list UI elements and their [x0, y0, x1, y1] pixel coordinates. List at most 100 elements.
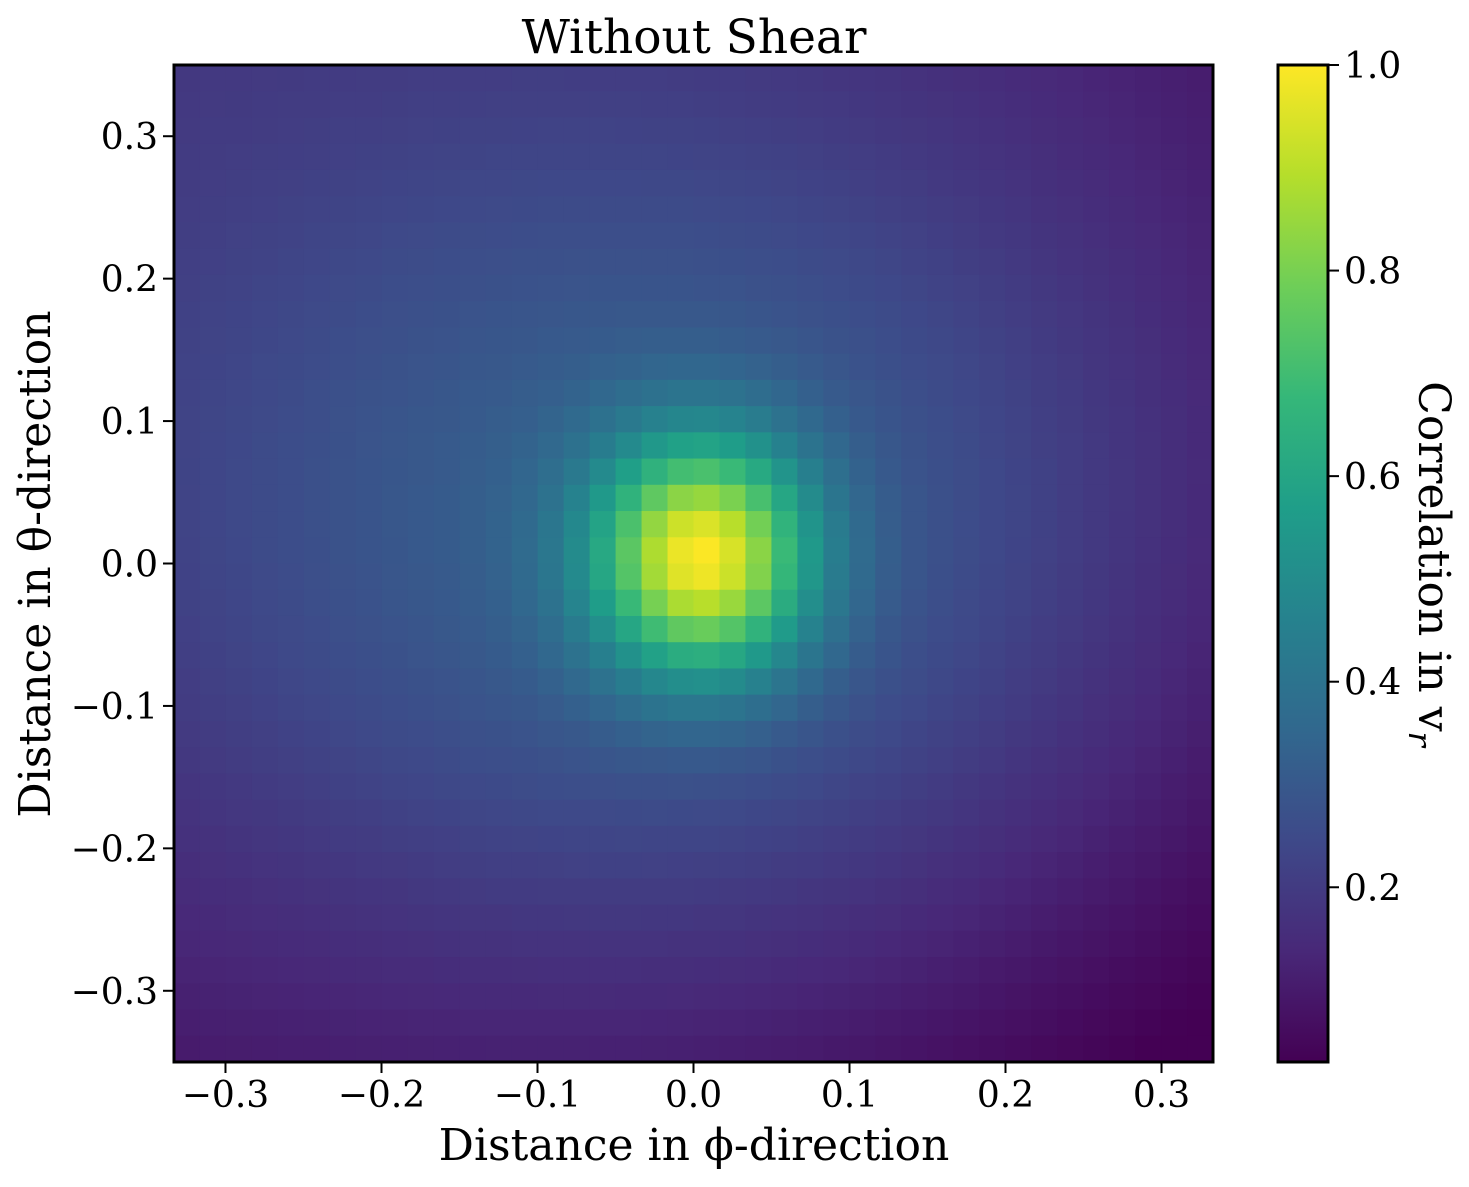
heatmap-cell	[303, 65, 331, 92]
heatmap-cell	[1057, 327, 1084, 355]
heatmap-cell	[485, 406, 513, 433]
heatmap-cell	[563, 379, 591, 407]
heatmap-cell	[745, 642, 773, 670]
heatmap-cell	[745, 615, 773, 643]
heatmap-cell	[1031, 511, 1058, 538]
heatmap-cell	[875, 694, 902, 722]
heatmap-cell	[1083, 327, 1110, 355]
heatmap-cell	[225, 537, 253, 565]
heatmap-cell	[1187, 694, 1214, 722]
heatmap-cell	[433, 930, 461, 958]
heatmap-cell	[277, 458, 305, 486]
heatmap-cell	[1005, 353, 1032, 381]
heatmap-cell	[537, 117, 565, 145]
heatmap-cell	[459, 773, 487, 801]
heatmap-cell	[1057, 222, 1084, 250]
heatmap-cell	[1161, 301, 1188, 328]
heatmap-cell	[199, 406, 227, 433]
heatmap-cell	[355, 511, 383, 538]
heatmap-cell	[849, 458, 876, 486]
heatmap-cell	[1161, 432, 1188, 460]
heatmap-cell	[199, 274, 227, 302]
heatmap-cell	[641, 694, 669, 722]
heatmap-cell	[329, 432, 357, 460]
heatmap-cell	[1161, 747, 1188, 774]
heatmap-cell	[615, 353, 643, 381]
heatmap-cell	[303, 117, 331, 145]
heatmap-cell	[563, 65, 591, 92]
heatmap-cell	[355, 1009, 383, 1037]
heatmap-cell	[537, 274, 565, 302]
heatmap-cell	[251, 406, 279, 433]
heatmap-cell	[1161, 65, 1188, 92]
heatmap-cell	[589, 379, 617, 407]
heatmap-cell	[589, 117, 617, 145]
heatmap-cell	[329, 537, 357, 565]
heatmap-cell	[719, 117, 747, 145]
heatmap-cell	[1187, 274, 1214, 302]
heatmap-cell	[407, 353, 435, 381]
heatmap-cell	[225, 642, 253, 670]
heatmap-cell	[1135, 222, 1162, 250]
y-tick-label: 0.1	[101, 402, 158, 443]
heatmap-cell	[381, 458, 409, 486]
heatmap-cell	[875, 143, 902, 171]
heatmap-cell	[901, 222, 928, 250]
heatmap-cell	[433, 196, 461, 224]
heatmap-cell	[693, 1009, 721, 1037]
heatmap-cell	[277, 484, 305, 512]
heatmap-cell	[511, 747, 539, 774]
heatmap-cell	[1135, 274, 1162, 302]
heatmap-cell	[771, 825, 799, 853]
heatmap-cell	[849, 327, 876, 355]
heatmap-cell	[745, 563, 773, 591]
heatmap-cell	[511, 720, 539, 748]
heatmap-cell	[745, 1035, 773, 1063]
heatmap-cell	[745, 458, 773, 486]
heatmap-cell	[459, 353, 487, 381]
heatmap-cell	[771, 694, 799, 722]
heatmap-cell	[1109, 1009, 1136, 1037]
heatmap-cell	[407, 117, 435, 145]
heatmap-cell	[719, 720, 747, 748]
heatmap-cell	[901, 904, 928, 932]
heatmap-cell	[901, 668, 928, 696]
heatmap-cell	[1161, 799, 1188, 827]
heatmap-cell	[641, 432, 669, 460]
heatmap-cell	[1161, 930, 1188, 958]
heatmap-cell	[225, 353, 253, 381]
heatmap-cell	[251, 799, 279, 827]
heatmap-cell	[979, 484, 1006, 512]
heatmap-cell	[1109, 484, 1136, 512]
heatmap-cell	[303, 930, 331, 958]
heatmap-cell	[537, 91, 565, 119]
heatmap-cell	[667, 773, 695, 801]
heatmap-cell	[1005, 222, 1032, 250]
heatmap-cell	[459, 589, 487, 617]
heatmap-cell	[563, 301, 591, 328]
heatmap-cell	[459, 248, 487, 276]
heatmap-cell	[1135, 983, 1162, 1011]
heatmap-cell	[251, 773, 279, 801]
heatmap-cell	[745, 301, 773, 328]
heatmap-cell	[615, 589, 643, 617]
heatmap-cell	[433, 484, 461, 512]
heatmap-cell	[433, 432, 461, 460]
heatmap-cell	[849, 799, 876, 827]
heatmap-cell	[433, 117, 461, 145]
heatmap-cell	[1083, 668, 1110, 696]
heatmap-cell	[303, 458, 331, 486]
heatmap-cell	[771, 511, 799, 538]
heatmap-cell	[589, 484, 617, 512]
heatmap-cell	[1187, 196, 1214, 224]
heatmap-cell	[355, 301, 383, 328]
heatmap-cell	[251, 537, 279, 565]
heatmap-cell	[511, 511, 539, 538]
heatmap-cell	[329, 983, 357, 1011]
heatmap-cell	[875, 1009, 902, 1037]
heatmap-cell	[1187, 615, 1214, 643]
heatmap-cell	[381, 65, 409, 92]
heatmap-cell	[277, 65, 305, 92]
heatmap-cell	[433, 799, 461, 827]
heatmap-cell	[251, 589, 279, 617]
